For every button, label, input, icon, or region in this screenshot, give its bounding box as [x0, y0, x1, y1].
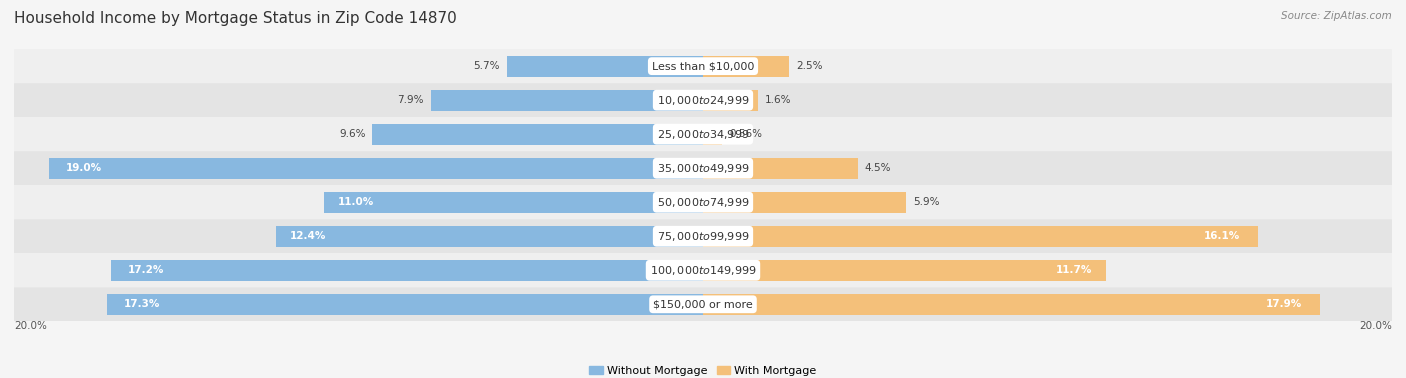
- Text: $100,000 to $149,999: $100,000 to $149,999: [650, 264, 756, 277]
- Bar: [373, 124, 703, 145]
- Bar: [703, 226, 1257, 247]
- Bar: [506, 56, 703, 77]
- Text: $35,000 to $49,999: $35,000 to $49,999: [657, 162, 749, 175]
- Text: $150,000 or more: $150,000 or more: [654, 299, 752, 309]
- FancyBboxPatch shape: [14, 219, 1392, 253]
- Text: Less than $10,000: Less than $10,000: [652, 61, 754, 71]
- Bar: [430, 90, 703, 111]
- Bar: [276, 226, 703, 247]
- Bar: [703, 294, 1320, 315]
- Text: 5.9%: 5.9%: [912, 197, 939, 207]
- Text: 17.3%: 17.3%: [124, 299, 160, 309]
- Text: 11.7%: 11.7%: [1056, 265, 1092, 275]
- Text: 17.9%: 17.9%: [1267, 299, 1302, 309]
- Text: 11.0%: 11.0%: [337, 197, 374, 207]
- Bar: [703, 158, 858, 179]
- Text: $50,000 to $74,999: $50,000 to $74,999: [657, 196, 749, 209]
- Text: 4.5%: 4.5%: [865, 163, 891, 173]
- Text: 1.6%: 1.6%: [765, 95, 792, 105]
- Text: 16.1%: 16.1%: [1204, 231, 1240, 241]
- FancyBboxPatch shape: [14, 49, 1392, 83]
- Text: Household Income by Mortgage Status in Zip Code 14870: Household Income by Mortgage Status in Z…: [14, 11, 457, 26]
- Text: $75,000 to $99,999: $75,000 to $99,999: [657, 230, 749, 243]
- FancyBboxPatch shape: [14, 117, 1392, 151]
- Text: $10,000 to $24,999: $10,000 to $24,999: [657, 94, 749, 107]
- Legend: Without Mortgage, With Mortgage: Without Mortgage, With Mortgage: [589, 366, 817, 376]
- Bar: [48, 158, 703, 179]
- Bar: [703, 124, 723, 145]
- Text: 17.2%: 17.2%: [128, 265, 165, 275]
- Text: 20.0%: 20.0%: [14, 321, 46, 331]
- Bar: [703, 56, 789, 77]
- Text: $25,000 to $34,999: $25,000 to $34,999: [657, 128, 749, 141]
- Text: 20.0%: 20.0%: [1360, 321, 1392, 331]
- FancyBboxPatch shape: [14, 83, 1392, 117]
- Bar: [703, 260, 1107, 281]
- Text: 9.6%: 9.6%: [339, 129, 366, 139]
- Text: 0.56%: 0.56%: [730, 129, 762, 139]
- Text: 2.5%: 2.5%: [796, 61, 823, 71]
- FancyBboxPatch shape: [14, 151, 1392, 185]
- Text: Source: ZipAtlas.com: Source: ZipAtlas.com: [1281, 11, 1392, 21]
- Text: 7.9%: 7.9%: [398, 95, 425, 105]
- Bar: [111, 260, 703, 281]
- Text: 12.4%: 12.4%: [290, 231, 326, 241]
- Bar: [323, 192, 703, 213]
- FancyBboxPatch shape: [14, 253, 1392, 287]
- Bar: [703, 192, 907, 213]
- FancyBboxPatch shape: [14, 185, 1392, 219]
- Bar: [107, 294, 703, 315]
- Text: 19.0%: 19.0%: [66, 163, 101, 173]
- Bar: [703, 90, 758, 111]
- Text: 5.7%: 5.7%: [474, 61, 499, 71]
- FancyBboxPatch shape: [14, 287, 1392, 321]
